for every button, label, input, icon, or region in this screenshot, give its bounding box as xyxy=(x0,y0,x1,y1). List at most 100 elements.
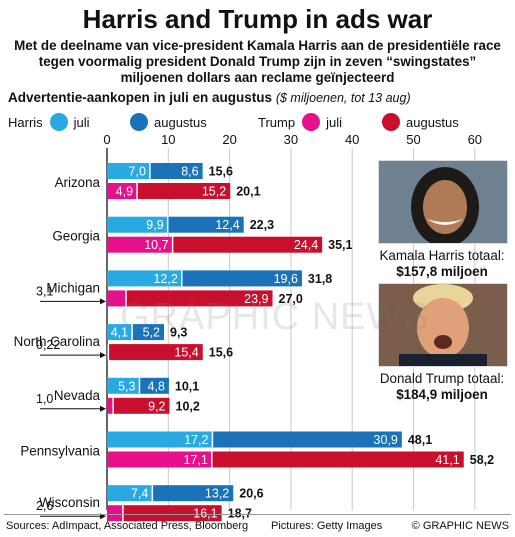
category-label-pennsylvania: Pennsylvania xyxy=(20,444,100,459)
category-label-arizona: Arizona xyxy=(55,175,101,190)
category-label-nevada: Nevada xyxy=(54,388,101,403)
data-label-trump-augustus-arizona: 15,2 xyxy=(202,185,226,199)
harris-portrait-icon xyxy=(379,161,507,243)
data-label-trump-juli-north-carolina: 0,22 xyxy=(36,338,60,352)
data-label-harris-juli-pennsylvania: 17,2 xyxy=(184,433,208,447)
trump-portrait-icon xyxy=(379,284,507,366)
bar-harris-augustus-georgia xyxy=(167,216,244,233)
x-tick-label-0: 0 xyxy=(103,132,110,147)
bar-trump-juli-wisconsin xyxy=(107,505,123,522)
bar-harris-juli-georgia xyxy=(107,216,168,233)
bar-harris-juli-wisconsin xyxy=(107,485,153,502)
pointer-arrow-icon xyxy=(100,405,106,412)
bar-trump-augustus-arizona xyxy=(137,183,231,199)
data-label-trump-total-north-carolina: 15,6 xyxy=(209,346,233,360)
bar-trump-juli-pennsylvania xyxy=(107,451,212,468)
data-label-trump-augustus-pennsylvania: 41,1 xyxy=(435,453,459,467)
chart-section-title: Advertentie-aankopen in juli en augustus… xyxy=(8,90,411,105)
bar-harris-augustus-wisconsin xyxy=(152,485,234,502)
data-label-harris-augustus-michigan: 19,6 xyxy=(274,272,298,286)
harris-total-block: Kamala Harris totaal: $157,8 miljoen xyxy=(372,248,512,280)
legend-harris-augustus-swatch xyxy=(130,113,148,131)
data-label-trump-augustus-wisconsin: 16,1 xyxy=(193,507,217,521)
bar-harris-juli-michigan xyxy=(107,270,182,287)
data-label-trump-augustus-north-carolina: 15,4 xyxy=(174,346,198,360)
data-label-trump-total-nevada: 10,2 xyxy=(176,399,200,413)
data-label-trump-juli-michigan: 3,1 xyxy=(36,284,53,298)
bar-trump-augustus-wisconsin xyxy=(122,505,222,522)
bar-harris-augustus-arizona xyxy=(149,163,203,179)
legend-trump-augustus-swatch xyxy=(382,113,400,131)
data-label-harris-juli-wisconsin: 7,4 xyxy=(131,487,148,501)
data-label-harris-total-pennsylvania: 48,1 xyxy=(408,433,432,447)
data-label-trump-juli-pennsylvania: 17,1 xyxy=(183,453,207,467)
category-label-wisconsin: Wisconsin xyxy=(39,495,100,510)
trump-total-value: $184,9 miljoen xyxy=(396,387,488,402)
data-label-trump-augustus-michigan: 23,9 xyxy=(244,292,268,306)
data-label-harris-juli-nevada: 5,3 xyxy=(118,379,135,393)
legend-trump-juli-swatch xyxy=(302,113,321,131)
data-label-harris-total-north-carolina: 9,3 xyxy=(170,326,187,340)
page-title: Harris and Trump in ads war xyxy=(82,4,433,34)
data-label-trump-juli-georgia: 10,7 xyxy=(144,238,168,252)
bar-harris-augustus-north-carolina xyxy=(132,324,165,341)
data-label-harris-augustus-wisconsin: 13,2 xyxy=(205,487,229,501)
bar-harris-augustus-michigan xyxy=(181,270,302,287)
bar-harris-augustus-nevada xyxy=(139,377,169,394)
page-subtitle: Met de deelname van vice-president Kamal… xyxy=(14,38,501,85)
data-label-harris-augustus-georgia: 12,4 xyxy=(215,218,239,232)
x-tick-label-60: 60 xyxy=(468,132,482,147)
x-tick-label-10: 10 xyxy=(161,132,175,147)
data-label-harris-total-georgia: 22,3 xyxy=(250,218,274,232)
data-label-trump-augustus-nevada: 9,2 xyxy=(148,399,165,413)
pointer-arrow-icon xyxy=(100,298,106,305)
legend-trump-juli-label: juli xyxy=(326,114,342,130)
legend-harris-juli: Harris juli xyxy=(8,113,90,131)
bar-trump-juli-nevada xyxy=(107,397,114,414)
footer-divider xyxy=(4,514,511,515)
bar-trump-juli-michigan xyxy=(107,290,127,307)
harris-total-value: $157,8 miljoen xyxy=(396,264,488,279)
bar-trump-augustus-michigan xyxy=(126,290,273,307)
pointer-arrow-icon xyxy=(100,352,106,359)
section-title-text: Advertentie-aankopen in juli en augustus xyxy=(8,90,273,105)
legend-harris-juli-label: juli xyxy=(73,114,90,130)
data-label-trump-total-wisconsin: 18,7 xyxy=(228,507,252,521)
section-note: ($ miljoenen, tot 13 aug) xyxy=(275,91,411,105)
legend-harris-augustus: augustus xyxy=(130,113,207,131)
bar-trump-augustus-north-carolina xyxy=(108,344,203,361)
bar-trump-juli-arizona xyxy=(107,183,138,199)
data-label-trump-total-michigan: 27,0 xyxy=(279,292,303,306)
data-label-trump-juli-wisconsin: 2,6 xyxy=(36,499,53,513)
category-label-michigan: Michigan xyxy=(46,280,100,295)
bar-harris-juli-north-carolina xyxy=(107,324,133,341)
data-label-harris-augustus-nevada: 4,8 xyxy=(148,379,165,393)
data-label-harris-total-arizona: 15,6 xyxy=(209,165,233,179)
x-tick-label-40: 40 xyxy=(345,132,359,147)
legend-harris-augustus-label: augustus xyxy=(154,114,207,130)
legend-trump-augustus-label: augustus xyxy=(406,114,459,130)
bar-trump-augustus-pennsylvania xyxy=(211,451,464,468)
data-label-trump-augustus-georgia: 24,4 xyxy=(294,238,318,252)
legend-trump-label: Trump xyxy=(258,114,296,130)
category-label-georgia: Georgia xyxy=(52,229,100,244)
bar-harris-juli-nevada xyxy=(107,377,140,394)
bar-harris-juli-arizona xyxy=(107,163,150,179)
data-label-harris-juli-north-carolina: 4,1 xyxy=(111,326,128,340)
data-label-harris-juli-georgia: 9,9 xyxy=(146,218,163,232)
footer-sources: Sources: AdImpact, Associated Press, Blo… xyxy=(6,520,249,532)
trump-photo xyxy=(378,283,508,367)
data-label-harris-total-michigan: 31,8 xyxy=(308,272,332,286)
legend-trump-augustus: augustus xyxy=(382,113,459,131)
data-label-harris-augustus-arizona: 8,6 xyxy=(181,165,198,179)
x-tick-label-30: 30 xyxy=(284,132,298,147)
footer-pictures: Pictures: Getty Images xyxy=(271,520,383,532)
data-label-harris-juli-arizona: 7,0 xyxy=(129,165,146,179)
bar-trump-juli-georgia xyxy=(107,236,173,253)
data-label-harris-total-nevada: 10,1 xyxy=(175,379,199,393)
footer-credit: © GRAPHIC NEWS xyxy=(411,520,509,532)
bar-harris-augustus-pennsylvania xyxy=(212,431,402,448)
data-label-trump-total-pennsylvania: 58,2 xyxy=(470,453,494,467)
data-label-harris-augustus-north-carolina: 5,2 xyxy=(143,326,160,340)
